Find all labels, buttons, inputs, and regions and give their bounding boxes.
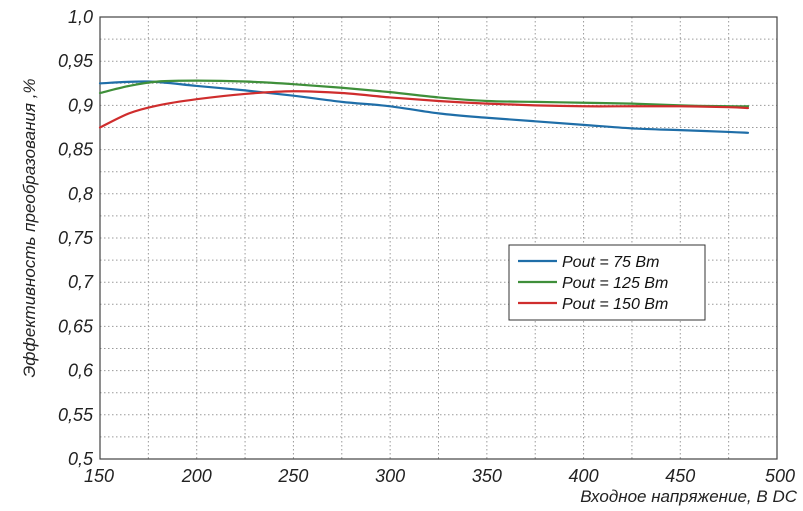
series-line-3	[98, 90, 750, 129]
series-layer	[98, 79, 750, 134]
x-axis-label: Входное напряжение, В DC	[580, 487, 797, 506]
x-tick-label: 400	[569, 466, 599, 486]
x-tick-label: 150	[84, 466, 114, 486]
grid	[100, 17, 777, 459]
legend-label: Pout = 75 Вт	[562, 254, 659, 271]
legend-label: Pout = 125 Вт	[562, 275, 668, 292]
series-line-1	[98, 80, 750, 134]
y-tick-label: 0,65	[58, 316, 94, 336]
x-tick-label: 450	[665, 466, 695, 486]
x-tick-label: 500	[765, 466, 795, 486]
y-tick-labels: 0,5 0,55 0,6 0,65 0,7 0,75 0,8 0,85 0,9 0,95 1,0	[58, 7, 94, 469]
plot-frame	[99, 16, 778, 460]
y-axis-label: Эффективность преобразования ,%	[20, 78, 39, 377]
x-tick-label: 300	[375, 466, 405, 486]
y-tick-label: 0,55	[58, 405, 94, 425]
legend-label: Pout = 150 Вт	[562, 296, 668, 313]
y-tick-label: 0,6	[68, 361, 94, 381]
y-tick-label: 0,8	[68, 184, 93, 204]
y-tick-label: 0,7	[68, 272, 94, 292]
y-tick-label: 0,95	[58, 51, 94, 71]
legend-box	[508, 244, 706, 321]
y-tick-label: 1,0	[68, 7, 93, 27]
x-tick-label: 350	[472, 466, 502, 486]
y-tick-label: 0,85	[58, 140, 94, 160]
y-tick-label: 0,9	[68, 95, 93, 115]
x-tick-labels: 150 200 250 300 350 400 450 500	[84, 466, 795, 486]
legend: Pout = 75 Вт Pout = 125 Вт Pout = 150 Вт	[508, 244, 706, 321]
series-line-2	[98, 79, 750, 108]
x-tick-label: 250	[277, 466, 308, 486]
y-tick-label: 0,5	[68, 449, 94, 469]
x-tick-label: 200	[181, 466, 212, 486]
y-tick-label: 0,75	[58, 228, 94, 248]
